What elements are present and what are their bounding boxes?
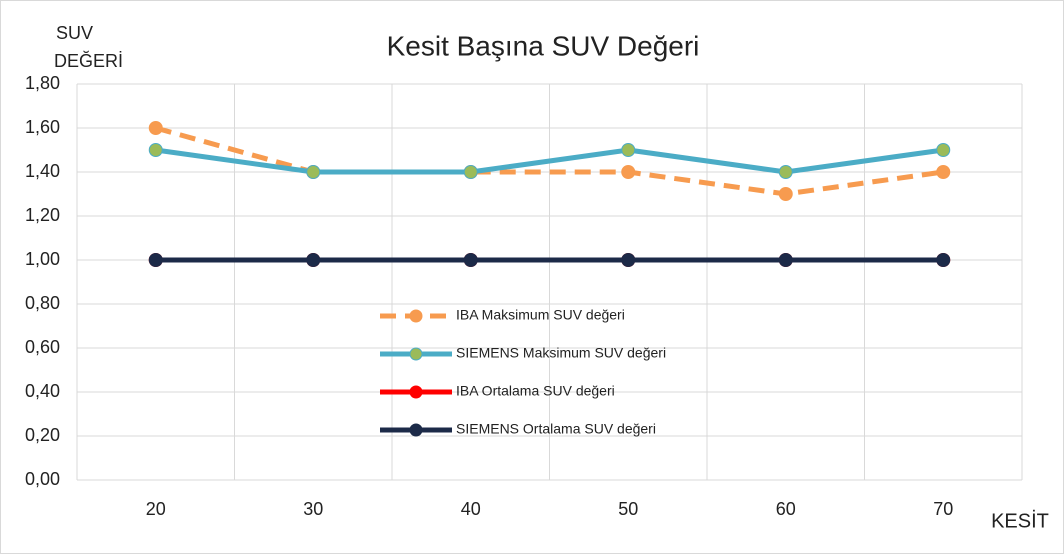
y-tick-label: 0,80: [25, 293, 60, 313]
series-marker: [463, 165, 478, 179]
x-tick-label: 40: [461, 499, 481, 519]
legend-marker: [409, 423, 423, 437]
y-tick-label: 1,00: [25, 249, 60, 269]
series-marker: [778, 165, 793, 179]
series-marker: [778, 187, 793, 201]
series-line: [155, 125, 944, 197]
series-marker: [148, 121, 163, 135]
legend-label: SIEMENS Ortalama SUV değeri: [456, 421, 656, 437]
series-marker: [306, 165, 321, 179]
legend-marker: [409, 347, 423, 361]
y-tick-label: 0,60: [25, 337, 60, 357]
x-axis-label: KESİT: [991, 509, 1049, 532]
chart-title: Kesit Başına SUV Değeri: [387, 30, 700, 61]
y-tick-label: 0,40: [25, 381, 60, 401]
x-tick-label: 70: [933, 499, 953, 519]
x-tick-label: 50: [618, 499, 638, 519]
y-tick-label: 1,40: [25, 161, 60, 181]
series-marker: [778, 253, 793, 267]
series-marker: [463, 253, 478, 267]
series-line: [155, 147, 944, 175]
y-tick-label: 1,20: [25, 205, 60, 225]
y-tick-label: 0,20: [25, 425, 60, 445]
y-axis-label: SUV: [56, 23, 93, 43]
x-tick-label: 20: [146, 499, 166, 519]
y-tick-label: 0,00: [25, 469, 60, 489]
series-marker: [936, 143, 951, 157]
series-marker: [621, 143, 636, 157]
legend-marker: [409, 309, 423, 323]
series-marker: [148, 253, 163, 267]
series-marker: [306, 253, 321, 267]
x-tick-label: 60: [776, 499, 796, 519]
series-marker: [936, 165, 951, 179]
series-marker: [621, 165, 636, 179]
series-marker: [936, 253, 951, 267]
legend-label: IBA Maksimum SUV değeri: [456, 307, 625, 323]
y-tick-label: 1,60: [25, 117, 60, 137]
series-marker: [621, 253, 636, 267]
series-marker: [148, 143, 163, 157]
y-tick-label: 1,80: [25, 73, 60, 93]
legend-label: IBA Ortalama SUV değeri: [456, 383, 615, 399]
x-tick-label: 30: [303, 499, 323, 519]
y-axis-label: DEĞERİ: [54, 50, 123, 71]
legend-marker: [409, 385, 423, 399]
legend-label: SIEMENS Maksimum SUV değeri: [456, 345, 666, 361]
